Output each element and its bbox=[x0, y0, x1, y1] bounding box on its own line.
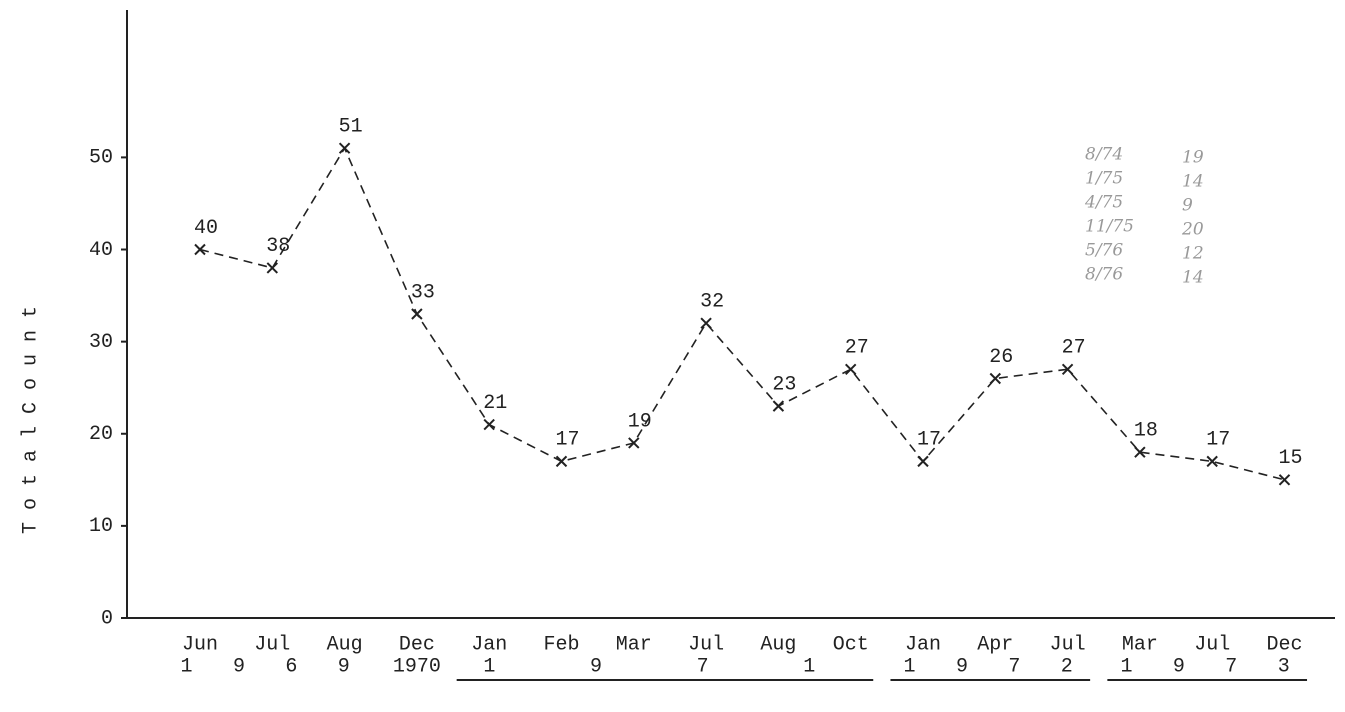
data-point bbox=[194, 243, 206, 256]
handwritten-note: 14 bbox=[1182, 268, 1204, 288]
x-tick-label: Jul bbox=[1194, 633, 1230, 656]
data-label: 27 bbox=[1062, 337, 1086, 360]
year-label: 1 9 7 3 bbox=[1120, 655, 1303, 678]
handwritten-note: 8/74 bbox=[1085, 145, 1123, 165]
year-label: 1 9 7 1 bbox=[483, 655, 856, 678]
year-label: 1 9 6 9 bbox=[181, 655, 364, 678]
data-point bbox=[338, 142, 351, 154]
data-label: 18 bbox=[1134, 419, 1158, 442]
y-tick-label: 0 bbox=[101, 607, 113, 630]
handwritten-note: 9 bbox=[1182, 196, 1193, 216]
data-label: 38 bbox=[266, 235, 290, 258]
data-point bbox=[266, 262, 279, 274]
handwritten-note: 14 bbox=[1182, 172, 1204, 192]
handwritten-note: 1/75 bbox=[1085, 169, 1123, 189]
data-label: 17 bbox=[917, 429, 941, 452]
x-tick-label: Dec bbox=[399, 633, 435, 656]
handwritten-note: 5/76 bbox=[1085, 241, 1123, 261]
data-label: 32 bbox=[700, 290, 724, 313]
y-tick-label: 20 bbox=[89, 423, 113, 446]
handwritten-note: 12 bbox=[1182, 244, 1204, 264]
data-point bbox=[1061, 363, 1074, 375]
x-tick-label: Jul bbox=[688, 633, 724, 656]
x-tick-label: Aug bbox=[327, 633, 363, 656]
x-tick-label: Mar bbox=[1122, 633, 1158, 656]
x-tick-label: Mar bbox=[616, 633, 652, 656]
data-label: 51 bbox=[339, 115, 363, 138]
data-point bbox=[411, 308, 423, 320]
x-tick-label: Jul bbox=[254, 633, 290, 656]
year-label: 1 9 7 2 bbox=[904, 655, 1087, 678]
x-tick-label: Oct bbox=[833, 633, 869, 656]
data-label: 26 bbox=[989, 346, 1013, 369]
y-axis-label: T o t a l C o u n t bbox=[19, 306, 42, 534]
x-tick-label: Jul bbox=[1050, 633, 1086, 656]
data-point bbox=[555, 455, 568, 468]
data-point bbox=[844, 363, 857, 375]
handwritten-note: 4/75 bbox=[1084, 193, 1123, 213]
data-point bbox=[917, 455, 929, 468]
data-point bbox=[483, 418, 495, 431]
data-point bbox=[989, 372, 1002, 385]
data-label: 19 bbox=[628, 410, 652, 433]
data-point bbox=[628, 437, 640, 449]
data-label: 27 bbox=[845, 337, 869, 360]
x-tick-label: Apr bbox=[977, 633, 1013, 656]
y-tick-label: 40 bbox=[89, 239, 113, 262]
data-point bbox=[1134, 446, 1146, 458]
x-tick-label: Jan bbox=[905, 633, 941, 656]
data-point bbox=[700, 317, 712, 329]
data-label: 33 bbox=[411, 281, 435, 304]
data-point bbox=[1206, 455, 1218, 468]
data-label: 17 bbox=[555, 429, 579, 452]
x-tick-label: Dec bbox=[1266, 633, 1302, 656]
y-tick-label: 10 bbox=[89, 515, 113, 538]
handwritten-note: 20 bbox=[1181, 220, 1204, 240]
data-label: 21 bbox=[483, 392, 507, 415]
data-label: 15 bbox=[1278, 447, 1302, 470]
x-tick-label: Aug bbox=[760, 633, 796, 656]
handwritten-note: 19 bbox=[1182, 148, 1204, 168]
data-label: 40 bbox=[194, 217, 218, 240]
data-label: 17 bbox=[1206, 429, 1230, 452]
x-tick-label: Jan bbox=[471, 633, 507, 656]
handwritten-note: 8/76 bbox=[1085, 265, 1123, 285]
y-tick-label: 30 bbox=[89, 331, 113, 354]
data-point bbox=[1278, 474, 1291, 486]
year-label: 1970 bbox=[393, 655, 441, 678]
y-tick-label: 50 bbox=[89, 147, 113, 170]
x-tick-label: Feb bbox=[543, 633, 579, 656]
data-point bbox=[772, 400, 785, 412]
handwritten-note: 11/75 bbox=[1085, 217, 1134, 237]
data-label: 23 bbox=[772, 373, 796, 396]
x-tick-label: Jun bbox=[182, 633, 218, 656]
data-line bbox=[199, 146, 1285, 481]
